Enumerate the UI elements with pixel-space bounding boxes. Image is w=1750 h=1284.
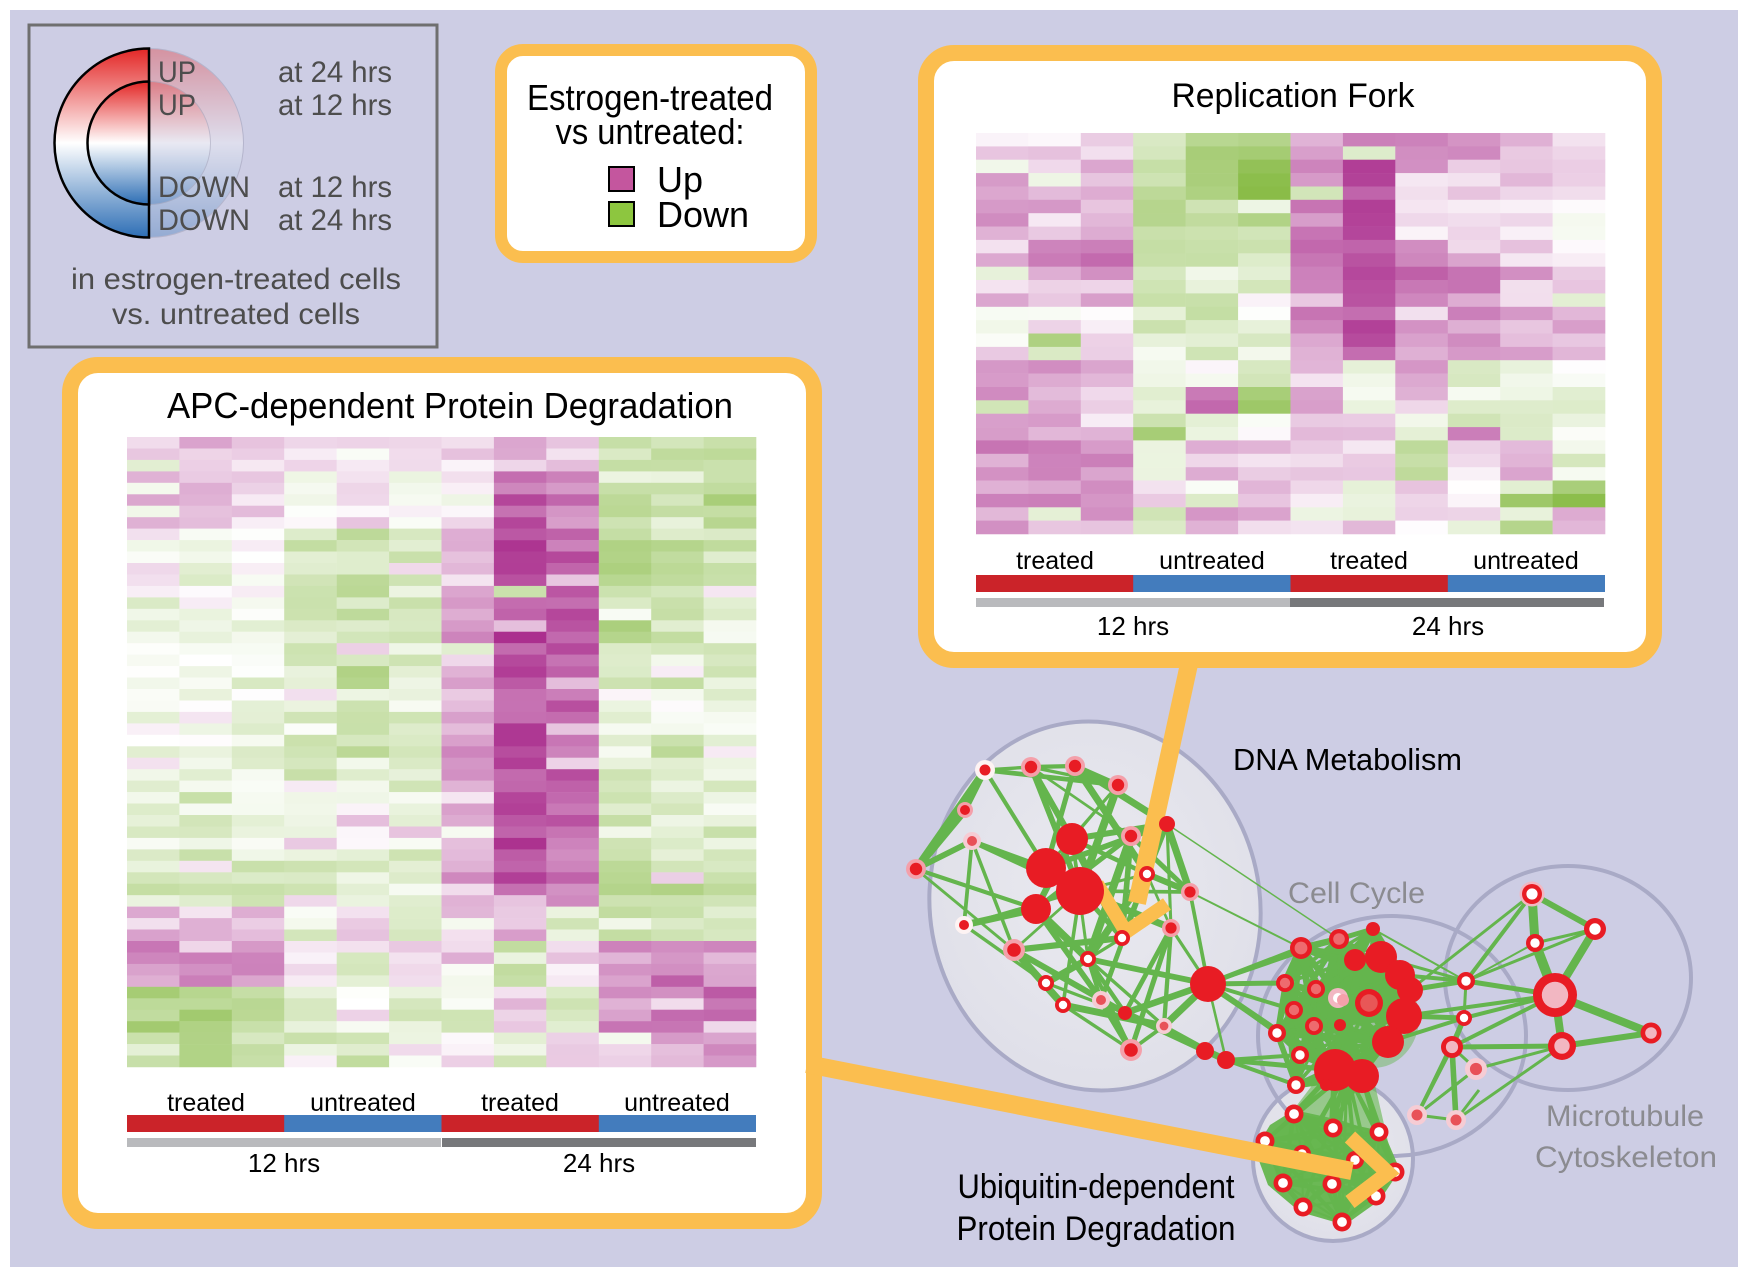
svg-text:Protein Degradation: Protein Degradation <box>957 1210 1236 1248</box>
svg-text:Microtubule: Microtubule <box>1546 1100 1704 1133</box>
svg-text:at 24 hrs: at 24 hrs <box>278 204 392 237</box>
svg-text:Down: Down <box>657 194 749 235</box>
svg-text:treated: treated <box>167 1089 245 1117</box>
svg-text:Estrogen-treated: Estrogen-treated <box>527 77 773 118</box>
svg-text:APC-dependent Protein Degradat: APC-dependent Protein Degradation <box>167 385 733 426</box>
svg-text:Cytoskeleton: Cytoskeleton <box>1535 1141 1717 1174</box>
svg-text:Cell Cycle: Cell Cycle <box>1288 877 1425 910</box>
svg-text:DOWN: DOWN <box>158 204 250 237</box>
svg-text:treated: treated <box>481 1089 559 1117</box>
svg-text:untreated: untreated <box>310 1089 416 1117</box>
svg-text:DNA Metabolism: DNA Metabolism <box>1233 742 1462 777</box>
svg-text:DOWN: DOWN <box>158 171 250 204</box>
svg-text:Replication Fork: Replication Fork <box>1172 77 1416 115</box>
svg-text:in estrogen-treated cells: in estrogen-treated cells <box>71 263 401 296</box>
svg-text:UP: UP <box>158 56 196 89</box>
svg-text:24 hrs: 24 hrs <box>1412 611 1484 641</box>
svg-text:at 12 hrs: at 12 hrs <box>278 89 392 122</box>
svg-text:untreated: untreated <box>1473 547 1579 575</box>
svg-text:at 12 hrs: at 12 hrs <box>278 171 392 204</box>
svg-text:Up: Up <box>657 159 703 200</box>
svg-text:12 hrs: 12 hrs <box>1097 611 1169 641</box>
svg-text:vs untreated:: vs untreated: <box>556 111 745 152</box>
svg-text:treated: treated <box>1330 547 1408 575</box>
svg-text:at 24 hrs: at 24 hrs <box>278 56 392 89</box>
svg-text:24 hrs: 24 hrs <box>563 1148 635 1178</box>
svg-text:treated: treated <box>1016 547 1094 575</box>
svg-text:UP: UP <box>158 89 196 122</box>
svg-text:untreated: untreated <box>624 1089 730 1117</box>
svg-text:12 hrs: 12 hrs <box>248 1148 320 1178</box>
svg-text:untreated: untreated <box>1159 547 1265 575</box>
svg-text:vs. untreated cells: vs. untreated cells <box>112 298 360 331</box>
svg-text:Ubiquitin-dependent: Ubiquitin-dependent <box>958 1168 1236 1206</box>
